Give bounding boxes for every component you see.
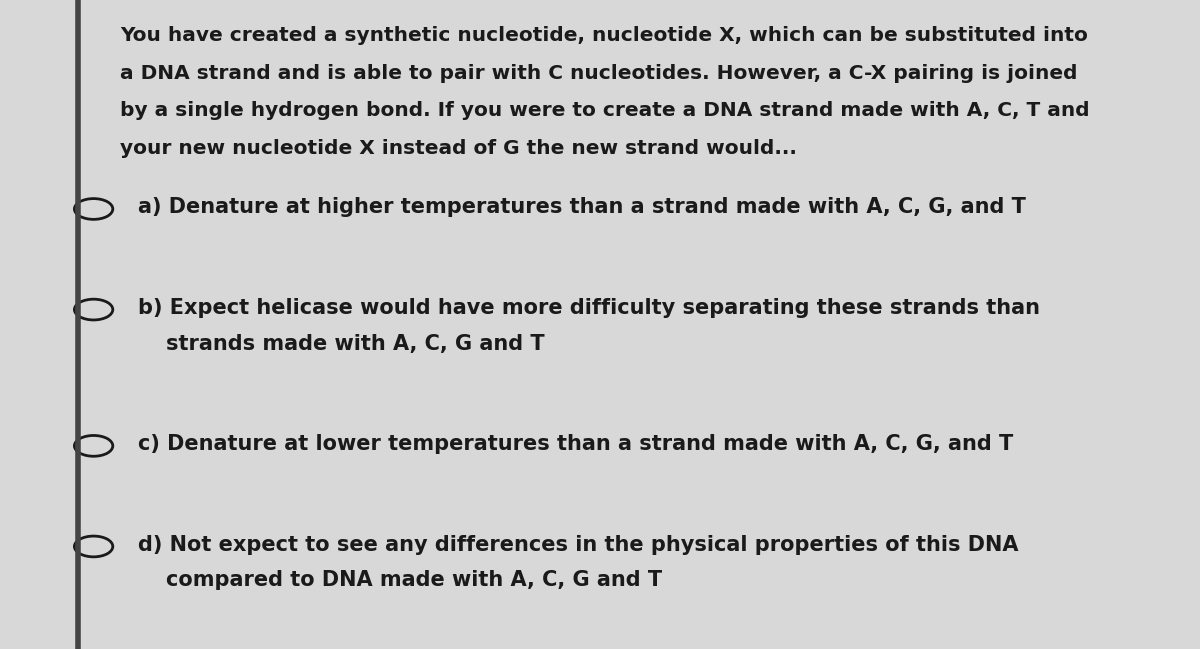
Text: compared to DNA made with A, C, G and T: compared to DNA made with A, C, G and T [166, 570, 661, 591]
Text: a DNA strand and is able to pair with C nucleotides. However, a C-X pairing is j: a DNA strand and is able to pair with C … [120, 64, 1078, 82]
Text: You have created a synthetic nucleotide, nucleotide X, which can be substituted : You have created a synthetic nucleotide,… [120, 26, 1088, 45]
Text: b) Expect helicase would have more difficulty separating these strands than: b) Expect helicase would have more diffi… [138, 298, 1040, 318]
Text: your new nucleotide X instead of G the new strand would...: your new nucleotide X instead of G the n… [120, 139, 797, 158]
Text: d) Not expect to see any differences in the physical properties of this DNA: d) Not expect to see any differences in … [138, 535, 1019, 555]
Text: c) Denature at lower temperatures than a strand made with A, C, G, and T: c) Denature at lower temperatures than a… [138, 434, 1013, 454]
Text: a) Denature at higher temperatures than a strand made with A, C, G, and T: a) Denature at higher temperatures than … [138, 197, 1026, 217]
Text: strands made with A, C, G and T: strands made with A, C, G and T [166, 334, 545, 354]
Text: by a single hydrogen bond. If you were to create a DNA strand made with A, C, T : by a single hydrogen bond. If you were t… [120, 101, 1090, 120]
